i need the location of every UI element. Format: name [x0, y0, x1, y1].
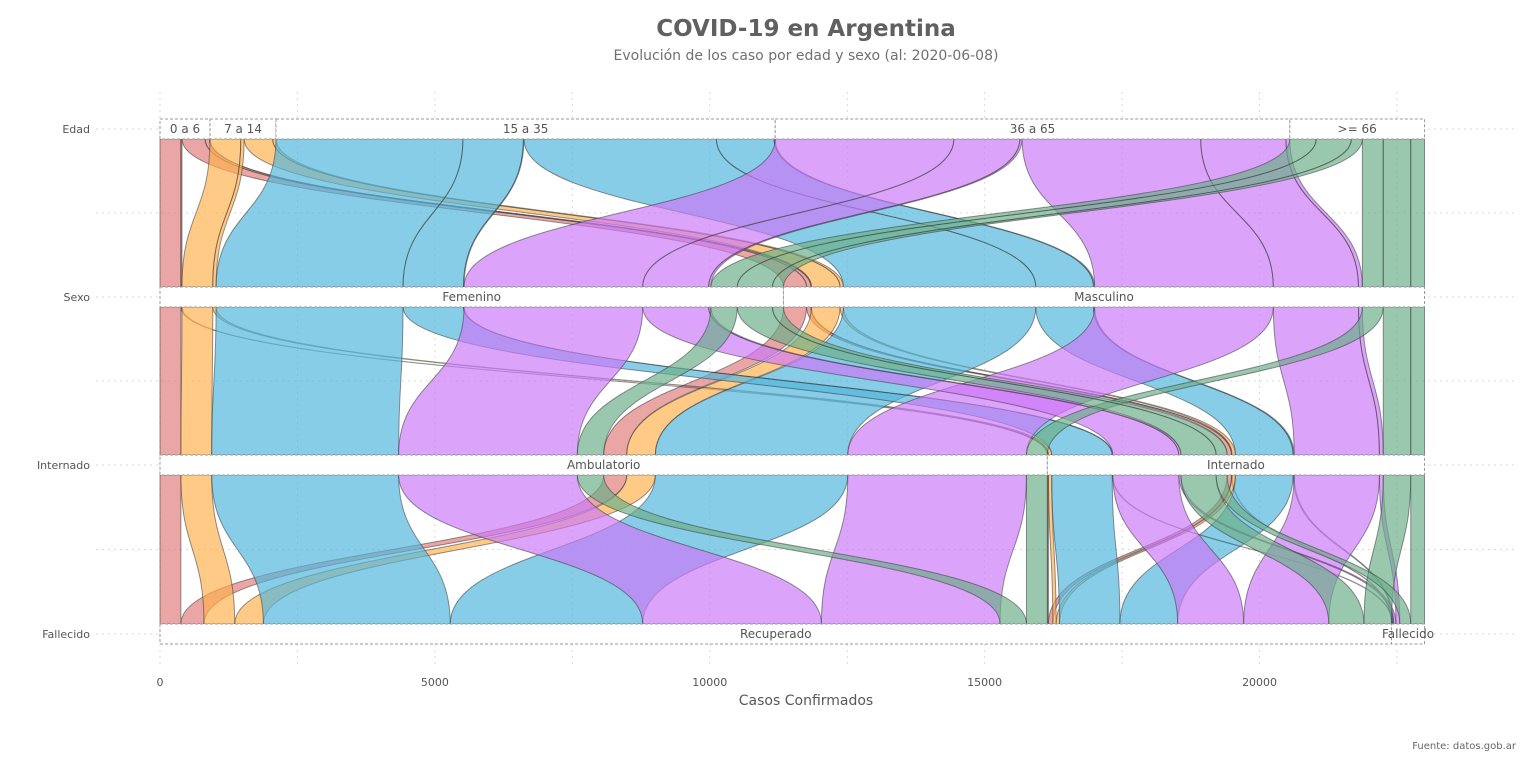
flow-ribbons: [159, 138, 1426, 625]
stratum-label: 36 a 65: [1010, 122, 1056, 136]
stratum-label: 7 a 14: [224, 122, 262, 136]
x-tick-label: 10000: [692, 676, 727, 689]
stratum-box: [275, 118, 776, 140]
stratum-label: 0 a 6: [170, 122, 200, 136]
axis-labels: Edad Sexo Internado Fallecido: [37, 123, 90, 641]
flow-ribbon: [159, 474, 182, 625]
stratum-label: Ambulatorio: [567, 458, 640, 472]
source-caption: Fuente: datos.gob.ar: [1412, 741, 1517, 752]
axis-label-sexo: Sexo: [64, 291, 91, 304]
flow-ribbon: [1025, 474, 1048, 625]
stratum-box: [159, 286, 784, 308]
stratum-label: 15 a 35: [503, 122, 549, 136]
flow-ribbon: [211, 306, 404, 456]
flow-ribbon: [1410, 306, 1426, 456]
stratum-label: Fallecido: [1382, 627, 1434, 641]
flow-ribbon: [1382, 306, 1412, 456]
stratum-box: [1289, 118, 1426, 140]
stratum-label: Femenino: [442, 290, 501, 304]
chart-subtitle: Evolución de los caso por edad y sexo (a…: [614, 48, 999, 64]
stratum-box: [774, 118, 1291, 140]
stratum-box: [782, 286, 1426, 308]
x-tick-label: 0: [157, 676, 164, 689]
flow-ribbon: [1410, 474, 1426, 625]
flow-ribbon: [159, 306, 182, 456]
stratum-label: Internado: [1207, 458, 1265, 472]
chart-title: COVID-19 en Argentina: [656, 16, 956, 42]
flow-ribbon: [180, 306, 214, 456]
axis-label-edad: Edad: [62, 123, 90, 136]
stratum-box: [1391, 623, 1426, 645]
stratum-boxes: 0 a 6 7 a 14 15 a 35 36 a 65 >= 66 Femenino Ma…: [159, 118, 1434, 645]
axis-label-internado: Internado: [37, 459, 90, 472]
flow-ribbon: [1051, 474, 1121, 625]
x-tick-label: 20000: [1242, 676, 1277, 689]
stratum-box: [1046, 454, 1426, 476]
stratum-label: Recuperado: [740, 627, 812, 641]
flow-ribbon: [1361, 138, 1384, 288]
flow-ribbon: [180, 138, 183, 288]
stratum-label: >= 66: [1338, 122, 1377, 136]
x-tick-label: 15000: [967, 676, 1002, 689]
flow-ribbon: [1410, 138, 1426, 288]
flow-ribbon: [159, 138, 182, 288]
x-tick-label: 5000: [421, 676, 449, 689]
axis-label-fallecido: Fallecido: [42, 628, 90, 641]
stratum-label: Masculino: [1074, 290, 1134, 304]
x-axis-ticks: 0 5000 10000 15000 20000: [157, 676, 1278, 689]
x-axis-title: Casos Confirmados: [739, 693, 873, 709]
flow-ribbon: [1382, 138, 1412, 288]
